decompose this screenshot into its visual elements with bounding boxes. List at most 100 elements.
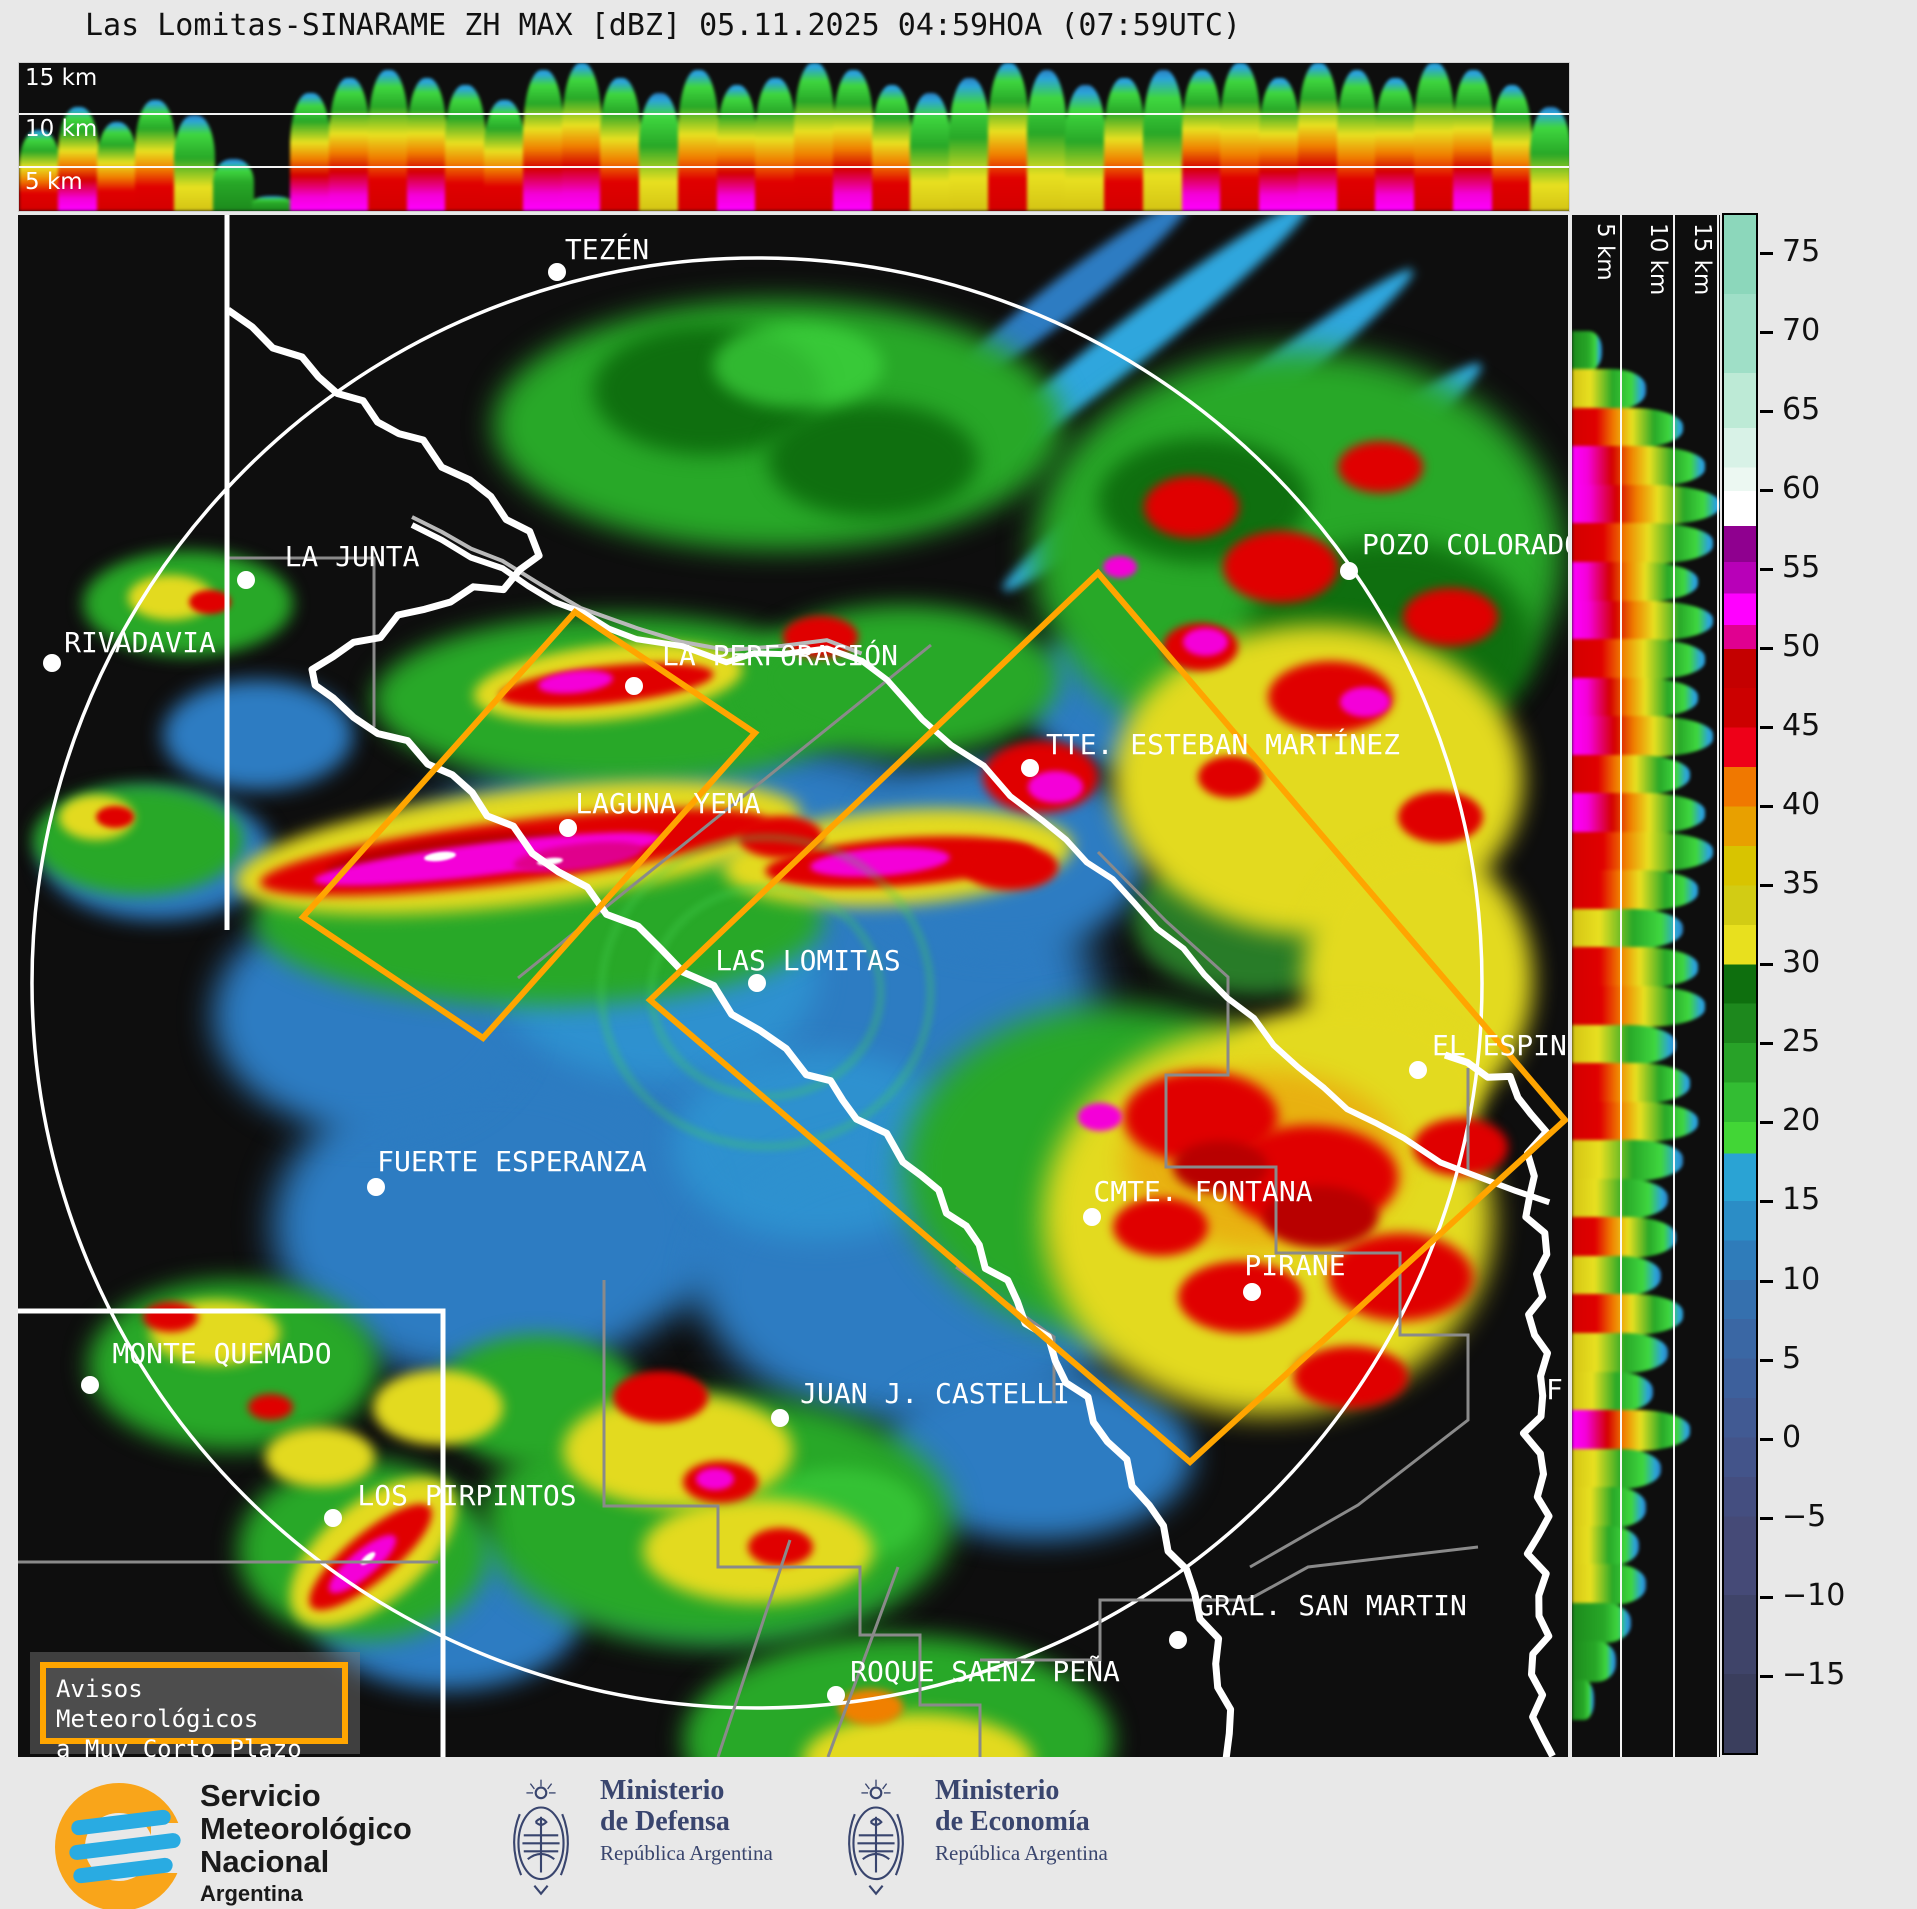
echo-column: [910, 93, 952, 211]
echo-row: [1572, 330, 1602, 372]
echo-column: [1026, 70, 1068, 211]
echo-column: [329, 78, 370, 211]
radar-echo-blob: [747, 1528, 813, 1566]
city-dot: [324, 1509, 342, 1527]
radar-echo-blob: [1222, 531, 1338, 603]
smn-line1: Servicio: [200, 1778, 321, 1813]
echo-column: [1104, 78, 1145, 211]
radar-echo-blob: [1143, 476, 1239, 538]
radar-echo-blob: [1197, 756, 1263, 798]
echo-column: [445, 85, 487, 211]
echo-column: [135, 100, 177, 211]
height-label-10km-v: 10 km: [1645, 223, 1671, 296]
city-dot: [1409, 1061, 1427, 1079]
colorbar-tick: [1760, 963, 1773, 967]
radar-echo-blob: [713, 322, 883, 408]
city-label: POZO COLORADO: [1362, 528, 1568, 561]
height-line-5km: [19, 166, 1569, 168]
city-dot: [1021, 759, 1039, 777]
radar-echo-blob: [1262, 1186, 1378, 1248]
echo-row: [1572, 1217, 1676, 1258]
echo-column: [949, 78, 990, 211]
department-border: [826, 1566, 900, 1757]
echo-column: [1220, 63, 1262, 211]
city-dot: [548, 263, 566, 281]
colorbar-tick: [1760, 488, 1773, 492]
city-label: LAGUNA YEMA: [575, 787, 761, 820]
echo-column: [1297, 63, 1339, 211]
defensa-line3: República Argentina: [600, 1841, 773, 1865]
echo-column: [367, 70, 409, 211]
colorbar-tick-label: −10: [1782, 1577, 1846, 1613]
city-label: EL ESPINILLO: [1432, 1029, 1568, 1062]
department-border: [225, 556, 376, 727]
city-label: CMTE. FONTANA: [1093, 1175, 1313, 1208]
city-dot: [81, 1376, 99, 1394]
echo-column: [522, 70, 564, 211]
echo-row: [1572, 639, 1705, 680]
river-line: [226, 307, 1235, 1757]
colorbar-tick-label: 35: [1782, 866, 1821, 902]
smn-line2: Meteorológico: [200, 1811, 412, 1846]
echo-column: [1065, 85, 1107, 211]
radar-center-arc: [597, 833, 935, 1151]
height-line-10km: [19, 113, 1569, 115]
echo-column: [174, 115, 215, 211]
colorbar-tick: [1760, 330, 1773, 334]
colorbar-tick: [1760, 409, 1773, 413]
city-dot: [827, 1686, 845, 1704]
top-cross-section-panel: 15 km 10 km 5 km: [18, 62, 1570, 212]
echo-row: [1572, 369, 1646, 410]
city-label: RIVADAVIA: [64, 626, 216, 659]
department-border: [602, 1280, 982, 1757]
colorbar-tick: [1760, 1358, 1773, 1362]
smn-wordmark: Servicio Meteorológico Nacional Argentin…: [200, 1779, 412, 1907]
echo-row: [1572, 1487, 1646, 1528]
echo-column: [1259, 78, 1300, 211]
echo-row: [1572, 870, 1698, 911]
echo-row: [1572, 677, 1698, 719]
echo-row: [1572, 1371, 1653, 1412]
colorbar-tick: [1760, 1121, 1773, 1125]
colorbar-tick-label: 15: [1782, 1182, 1821, 1218]
city-label: TTE. ESTEBAN MARTÍNEZ: [1045, 728, 1401, 761]
economia-line2: de Economía: [935, 1806, 1090, 1837]
dbz-colorbar-ticks: 75 70 65 60 55 50 45 40 35 30 25 20 15 10 5 0 −5 −10 −15: [1722, 213, 1846, 1755]
warning-polygon: [645, 568, 1568, 1467]
echo-column: [290, 93, 332, 211]
edge-label-fragment: F: [1546, 1373, 1563, 1406]
echo-column: [1142, 70, 1184, 211]
city-label: LAS LOMITAS: [715, 944, 901, 977]
radar-echo-blob: [768, 402, 978, 518]
city-annotation-layer: TEZÉN LA JUNTA POZO COLORADO LA PERFORACIÓN…: [18, 215, 1568, 1757]
echo-row: [1572, 754, 1690, 796]
echo-row: [1572, 908, 1683, 950]
colorbar-tick-label: −5: [1782, 1498, 1827, 1534]
city-dot: [625, 677, 643, 695]
city-label: LA JUNTA: [284, 540, 420, 573]
smn-line4: Argentina: [200, 1881, 303, 1906]
department-border: [980, 1545, 1479, 1662]
department-border: [716, 1539, 792, 1757]
smn-line3: Nacional: [200, 1844, 330, 1879]
echo-column: [677, 70, 719, 211]
echo-row: [1572, 986, 1705, 1027]
radar-map-panel: TEZÉN LA JUNTA POZO COLORADO LA PERFORACIÓN…: [18, 215, 1568, 1757]
city-dot: [748, 974, 766, 992]
echo-row: [1572, 1679, 1594, 1721]
colorbar-tick-label: 55: [1782, 549, 1821, 585]
warning-legend-box: Avisos Meteorológicos a Muy Corto Plazo: [30, 1652, 360, 1757]
city-dot: [1340, 562, 1358, 580]
echo-column: [987, 63, 1029, 211]
city-dot: [237, 571, 255, 589]
echo-column: [1375, 78, 1417, 211]
colorbar-tick-label: 65: [1782, 391, 1821, 427]
city-label: ROQUE SAENZ PEÑA: [850, 1655, 1120, 1688]
footer: Servicio Meteorológico Nacional Argentin…: [0, 1765, 1917, 1909]
province-box: [18, 1308, 446, 1757]
radar-echo-blob: [962, 844, 1058, 890]
echo-row: [1572, 561, 1698, 603]
city-dot: [43, 654, 61, 672]
city-label: PIRANE: [1244, 1249, 1346, 1282]
height-line-5km-v: [1620, 215, 1622, 1757]
